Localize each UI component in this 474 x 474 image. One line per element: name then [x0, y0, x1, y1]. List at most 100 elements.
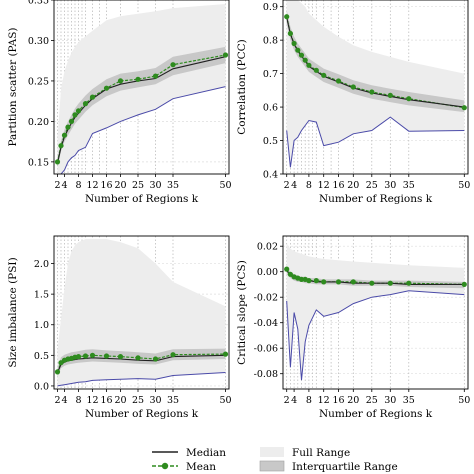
- mean-point: [152, 356, 159, 362]
- mean-point: [350, 279, 356, 285]
- legend-iqr-label: Interquartile Range: [292, 461, 398, 473]
- mean-point: [321, 279, 327, 285]
- x-tick-label: 25: [132, 395, 144, 406]
- x-tick-label: 8: [75, 180, 81, 191]
- x-tick-label: 35: [167, 180, 179, 191]
- x-tick-label: 25: [366, 180, 378, 191]
- mean-point: [135, 76, 141, 82]
- mean-point: [82, 101, 89, 107]
- mean-point: [335, 279, 342, 285]
- x-tick-label: 20: [347, 395, 359, 406]
- mean-point: [287, 271, 293, 277]
- x-tick-label: 16: [332, 180, 344, 191]
- x-tick-label: 16: [332, 395, 344, 406]
- x-tick-label: 50: [458, 395, 470, 406]
- x-tick-label: 8: [75, 395, 81, 406]
- mean-point: [291, 40, 297, 47]
- x-tick-label: 12: [318, 395, 330, 406]
- mean-point: [117, 354, 124, 360]
- mean-point: [298, 52, 305, 58]
- x-tick-label: 20: [114, 395, 126, 406]
- mean-point: [54, 159, 61, 165]
- x-tick-label: 25: [132, 180, 144, 191]
- y-tick-label: 0.25: [28, 76, 49, 87]
- mean-point: [72, 112, 78, 118]
- x-tick-label: 4: [61, 395, 67, 406]
- x-tick-label: 35: [403, 395, 415, 406]
- y-tick-label: -0.04: [254, 318, 278, 329]
- y-tick-label: 2.0: [34, 259, 49, 270]
- mean-point: [68, 118, 75, 124]
- x-tick-label: 2: [284, 395, 290, 406]
- mean-point: [135, 355, 141, 361]
- mean-point: [298, 276, 305, 282]
- x-tick-label: 2: [54, 395, 60, 406]
- mean-point: [75, 108, 82, 114]
- legend-full-range-label: Full Range: [292, 447, 350, 459]
- x-axis-label-pas: Number of Regions k: [85, 193, 199, 205]
- y-axis-label-pas: Partition scatter (PAS): [7, 27, 19, 146]
- y-tick-label: 0.4: [263, 170, 278, 181]
- y-tick-label: -0.06: [254, 344, 278, 355]
- mean-point: [313, 278, 319, 284]
- min-line-pcs: [286, 290, 465, 381]
- mean-point: [461, 105, 467, 111]
- x-tick-label: 4: [291, 180, 297, 191]
- legend-median-label: Median: [186, 447, 226, 459]
- mean-point: [302, 57, 308, 63]
- x-tick-label: 30: [384, 395, 396, 406]
- y-tick-label: 1.5: [34, 290, 49, 301]
- x-tick-label: 25: [366, 395, 378, 406]
- y-tick-label: 0.20: [28, 117, 49, 128]
- y-tick-label: 0.35: [28, 0, 49, 7]
- x-tick-label: 20: [347, 180, 359, 191]
- mean-point: [103, 85, 110, 91]
- x-tick-label: 20: [114, 180, 126, 191]
- x-tick-label: 35: [167, 395, 179, 406]
- mean-point: [295, 47, 301, 53]
- y-tick-label: 0.00: [257, 267, 278, 278]
- mean-point: [306, 62, 312, 68]
- mean-point: [170, 62, 176, 68]
- x-tick-label: 30: [149, 395, 161, 406]
- x-tick-label: 8: [306, 395, 312, 406]
- mean-point: [65, 124, 71, 130]
- mean-point: [89, 352, 96, 358]
- full-range-band-pcs: [286, 243, 465, 381]
- mean-point: [117, 78, 124, 84]
- x-tick-label: 12: [86, 395, 98, 406]
- x-tick-label: 30: [149, 180, 161, 191]
- iqr-band-pas: [57, 46, 226, 168]
- x-tick-label: 2: [284, 180, 290, 191]
- x-axis-label-psi: Number of Regions k: [85, 408, 199, 420]
- y-tick-label: 0.0: [34, 381, 49, 392]
- y-tick-label: 0.5: [34, 351, 49, 362]
- y-tick-label: 0.30: [28, 36, 49, 47]
- axes-frame-pcc: [282, 0, 469, 175]
- plot-area-pas: [54, 0, 229, 174]
- mean-point: [54, 369, 61, 375]
- min-line-psi: [57, 372, 226, 387]
- mean-point: [284, 266, 290, 272]
- min-line-pas: [60, 86, 226, 174]
- iqr-band-pcc: [286, 10, 465, 113]
- y-tick-label: -0.08: [254, 369, 278, 380]
- mean-point: [369, 280, 375, 286]
- panel-pcc: 0.4 0.5 0.6 0.7 0.8 0.9 2 4 8 12 16 20 25 30 35 50 Numbe…: [236, 0, 470, 205]
- legend-mean-label: Mean: [186, 461, 216, 473]
- y-tick-label: 0.02: [257, 242, 278, 253]
- x-tick-label: 50: [219, 395, 231, 406]
- mean-point: [406, 96, 412, 102]
- mean-point: [321, 72, 327, 78]
- x-tick-label: 12: [86, 180, 98, 191]
- mean-point: [306, 278, 312, 284]
- legend-full-range-swatch: [260, 447, 284, 457]
- mean-point: [287, 30, 293, 37]
- min-line-pcc: [286, 116, 465, 168]
- mean-point: [152, 73, 159, 79]
- full-range-band-pas: [57, 4, 226, 174]
- x-tick-label: 16: [100, 180, 112, 191]
- y-axis-label-pcc: Correlation (PCC): [236, 39, 248, 135]
- mean-point: [369, 89, 375, 95]
- y-tick-label: 0.15: [28, 157, 49, 168]
